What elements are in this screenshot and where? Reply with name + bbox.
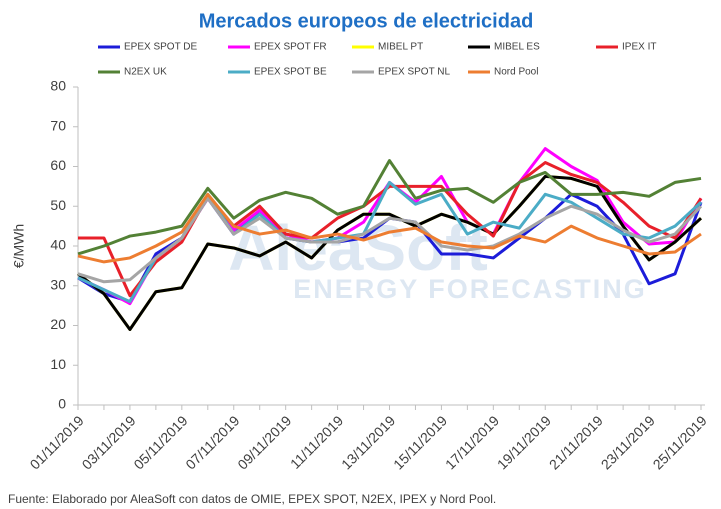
legend-label: MIBEL PT [378,42,423,53]
legend-label: EPEX SPOT DE [124,42,198,53]
x-tick-label: 15/11/2019 [390,412,450,472]
source-note: Fuente: Elaborado por AleaSoft con datos… [8,492,496,506]
y-tick-label: 60 [50,157,66,173]
x-tick-label: 19/11/2019 [494,412,554,472]
x-tick-label: 17/11/2019 [442,412,502,472]
x-tick-label: 23/11/2019 [598,412,658,472]
legend-label: EPEX SPOT NL [378,67,451,78]
legend-label: IPEX IT [622,42,656,53]
y-tick-label: 10 [50,356,66,372]
x-tick-label: 09/11/2019 [234,412,294,472]
x-tick-label: 05/11/2019 [130,412,190,472]
y-tick-label: 30 [50,276,66,292]
y-axis-label: €/MWh [11,224,27,268]
watermark: ENERGY FORECASTING [293,274,647,304]
x-tick-label: 01/11/2019 [27,412,87,472]
legend-label: EPEX SPOT FR [254,42,327,53]
series-line [77,159,702,256]
legend-label: N2EX UK [124,67,167,78]
x-tick-label: 11/11/2019 [287,412,347,472]
series-line [77,192,702,264]
legend-label: Nord Pool [494,67,538,78]
chart-title: Mercados europeos de electricidad [199,10,534,32]
y-tick-label: 20 [50,316,66,332]
x-tick-label: 13/11/2019 [338,412,398,472]
x-tick-label: 21/11/2019 [546,412,606,472]
y-tick-label: 70 [50,117,66,133]
y-tick-label: 0 [58,396,66,412]
y-tick-label: 80 [50,78,66,94]
x-tick-label: 25/11/2019 [650,412,710,472]
y-tick-label: 50 [50,197,66,213]
legend-label: EPEX SPOT BE [254,67,327,78]
legend-label: MIBEL ES [494,42,540,53]
y-tick-label: 40 [50,237,66,253]
x-tick-label: 07/11/2019 [182,412,242,472]
x-tick-label: 03/11/2019 [79,412,139,472]
series-line [77,196,703,284]
series-line [78,161,703,298]
series-line [77,174,703,331]
